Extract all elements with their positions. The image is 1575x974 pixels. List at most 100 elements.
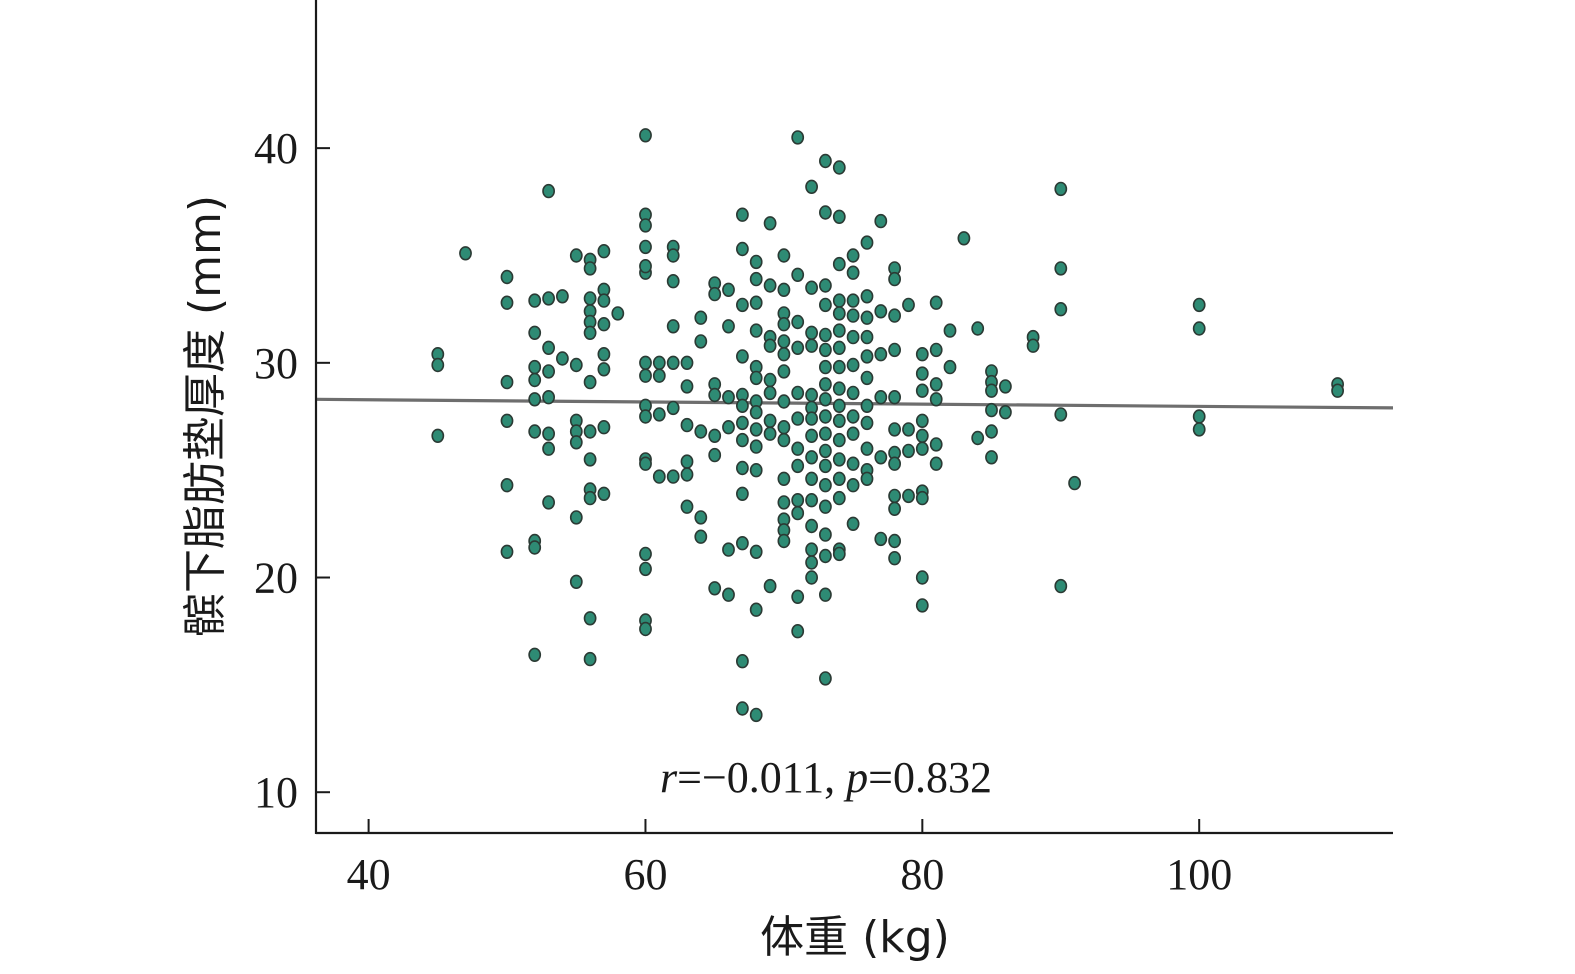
data-point [583, 611, 597, 626]
data-point [569, 510, 583, 525]
data-point [777, 282, 791, 297]
data-point [985, 383, 998, 398]
data-point [860, 235, 874, 250]
data-point [666, 400, 680, 416]
data-point [832, 256, 846, 272]
data-point [805, 411, 818, 426]
data-point [639, 561, 652, 577]
data-point [749, 271, 763, 287]
data-point [832, 452, 846, 467]
data-point [666, 355, 680, 370]
data-point [666, 319, 680, 334]
data-point [805, 450, 818, 465]
data-point [929, 377, 943, 392]
x-tick-label: 100 [1166, 850, 1232, 899]
data-point [652, 355, 666, 370]
data-point [583, 452, 597, 467]
data-point [971, 321, 985, 336]
data-point [736, 653, 749, 669]
data-point [1054, 302, 1068, 317]
data-point [680, 467, 694, 482]
data-point [722, 282, 735, 297]
data-point [888, 271, 901, 287]
data-point [763, 385, 777, 401]
data-point [819, 153, 832, 169]
data-point [888, 501, 901, 516]
data-point [805, 493, 818, 508]
data-point [819, 426, 832, 441]
data-point [874, 213, 888, 229]
data-point [805, 428, 818, 443]
data-point [999, 379, 1012, 394]
data-point [694, 510, 708, 525]
data-point [846, 456, 860, 471]
data-point [528, 540, 542, 555]
data-point [569, 435, 583, 450]
data-point [832, 359, 846, 375]
data-point [1192, 409, 1206, 424]
data-point [542, 441, 555, 456]
y-tick-label: 40 [254, 124, 298, 173]
data-point [749, 602, 763, 617]
data-point [528, 359, 542, 375]
data-point [819, 671, 832, 686]
data-point [777, 533, 791, 549]
data-point [791, 441, 805, 456]
data-point [832, 209, 846, 225]
data-point [777, 334, 791, 349]
data-point [777, 432, 791, 448]
data-point [708, 581, 722, 596]
data-point [639, 456, 652, 471]
data-point [749, 707, 763, 723]
data-point [832, 306, 846, 321]
data-point [500, 478, 514, 493]
data-point [791, 623, 805, 639]
data-point [860, 398, 874, 413]
data-point [597, 317, 611, 332]
data-point [597, 362, 611, 377]
data-point [708, 286, 722, 302]
data-point [874, 304, 888, 319]
data-point [708, 428, 722, 443]
data-point [902, 297, 915, 313]
data-point [749, 463, 763, 478]
data-point [1054, 578, 1068, 594]
data-point [583, 325, 597, 340]
data-point [722, 390, 735, 405]
data-point [583, 261, 597, 276]
data-point [846, 293, 860, 308]
data-point [832, 340, 846, 355]
data-point [943, 359, 957, 375]
data-point [846, 248, 860, 263]
data-point [1068, 475, 1081, 491]
data-point [902, 422, 915, 437]
data-point [597, 347, 611, 362]
data-point [652, 407, 666, 422]
data-point [860, 415, 874, 431]
data-point [791, 493, 805, 508]
data-point [874, 347, 888, 362]
data-point [902, 488, 915, 504]
data-point [1026, 338, 1040, 353]
data-point [832, 413, 846, 428]
data-point [639, 239, 652, 255]
x-tick-label: 80 [900, 850, 944, 899]
data-point [666, 469, 680, 484]
data-point [888, 422, 901, 437]
data-point [694, 310, 708, 325]
data-point [874, 531, 888, 547]
data-point [832, 471, 846, 486]
data-point [915, 413, 929, 428]
data-point [639, 259, 652, 274]
data-point [749, 295, 763, 310]
x-axis-title: 体重 (kg) [760, 912, 950, 963]
data-point [500, 544, 514, 559]
data-point [791, 589, 805, 604]
data-point [846, 409, 860, 424]
data-point [846, 426, 860, 441]
fit-line-layer [315, 397, 1394, 410]
data-point [542, 390, 555, 405]
data-point [915, 441, 929, 456]
data-point [819, 478, 832, 493]
